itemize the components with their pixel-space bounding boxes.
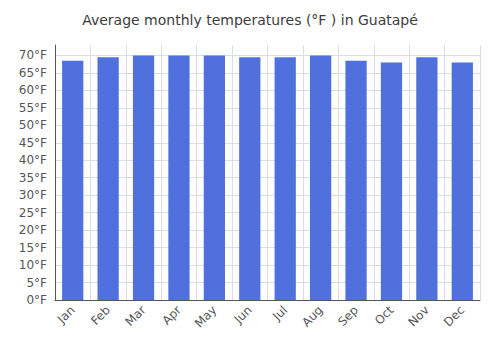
svg-text:15°F: 15°F (19, 241, 47, 255)
svg-text:Jun: Jun (231, 303, 255, 327)
svg-text:55°F: 55°F (19, 101, 47, 115)
svg-text:40°F: 40°F (19, 153, 47, 167)
svg-text:25°F: 25°F (19, 206, 47, 220)
svg-text:Nov: Nov (405, 303, 431, 329)
svg-text:65°F: 65°F (19, 66, 47, 80)
svg-text:0°F: 0°F (26, 293, 47, 307)
svg-text:May: May (192, 303, 219, 330)
svg-text:Aug: Aug (299, 303, 325, 329)
svg-text:Mar: Mar (123, 303, 149, 329)
svg-text:Apr: Apr (159, 303, 184, 328)
svg-text:Dec: Dec (441, 303, 467, 329)
svg-text:30°F: 30°F (19, 188, 47, 202)
svg-text:Feb: Feb (88, 303, 113, 328)
svg-text:35°F: 35°F (19, 171, 47, 185)
svg-text:Sep: Sep (335, 303, 361, 329)
svg-text:20°F: 20°F (19, 223, 47, 237)
svg-text:60°F: 60°F (19, 83, 47, 97)
svg-text:70°F: 70°F (19, 48, 47, 62)
svg-text:Jan: Jan (54, 303, 78, 327)
svg-text:50°F: 50°F (19, 118, 47, 132)
svg-text:45°F: 45°F (19, 136, 47, 150)
svg-text:10°F: 10°F (19, 258, 47, 272)
svg-text:Average monthly temperatures (: Average monthly temperatures (°F ) in Gu… (82, 12, 418, 28)
svg-text:Jul: Jul (269, 303, 290, 324)
svg-text:5°F: 5°F (26, 276, 47, 290)
svg-text:Oct: Oct (372, 303, 397, 328)
